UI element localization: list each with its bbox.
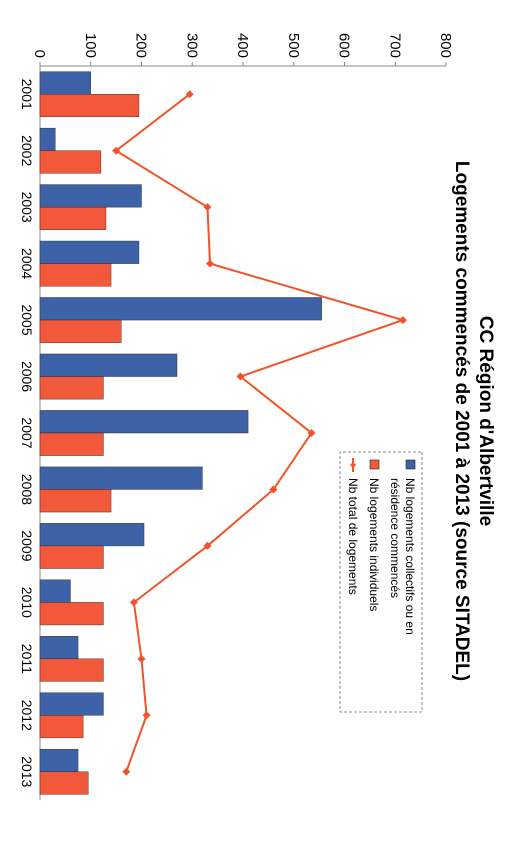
y-tick-label: 800: [437, 33, 454, 58]
y-tick-label: 100: [82, 33, 99, 58]
total-point: [206, 259, 215, 268]
total-point: [398, 316, 407, 325]
y-tick-label: 700: [386, 33, 403, 58]
x-tick-label: 2003: [19, 192, 35, 223]
bar-collectifs: [39, 692, 104, 716]
total-point: [137, 654, 146, 663]
bar-individuels: [39, 715, 84, 739]
x-tick-label: 2012: [19, 700, 35, 731]
total-point: [142, 711, 151, 720]
legend-swatch: [369, 459, 380, 470]
y-tick-label: 400: [234, 33, 251, 58]
total-point: [236, 372, 245, 381]
legend-label: Nb logements individuels: [367, 478, 381, 611]
bar-individuels: [39, 94, 140, 118]
y-tick-label: 500: [285, 33, 302, 58]
x-tick-label: 2011: [19, 644, 35, 674]
legend-marker: [350, 462, 356, 468]
y-tick-label: 600: [336, 33, 353, 58]
bar-individuels: [39, 602, 104, 626]
bar-collectifs: [39, 636, 79, 660]
bar-individuels: [39, 319, 122, 343]
x-tick-label: 2005: [19, 304, 35, 335]
x-tick-label: 2013: [19, 756, 35, 787]
bar-individuels: [39, 263, 112, 287]
bar-collectifs: [39, 579, 71, 603]
y-tick-label: 200: [133, 33, 150, 58]
x-tick-label: 2004: [19, 248, 35, 279]
bar-individuels: [39, 206, 107, 230]
total-point: [269, 485, 278, 494]
x-tick-label: 2008: [19, 474, 35, 505]
legend-swatch: [405, 459, 416, 470]
total-point: [203, 203, 212, 212]
x-tick-label: 2010: [19, 587, 35, 618]
total-point: [203, 541, 212, 550]
total-point: [185, 90, 194, 99]
x-tick-label: 2001: [19, 79, 35, 110]
x-tick-label: 2002: [19, 135, 35, 166]
x-tick-label: 2007: [19, 417, 35, 448]
bar-individuels: [39, 150, 102, 174]
total-point: [129, 598, 138, 607]
bar-collectifs: [39, 71, 91, 95]
bar-collectifs: [39, 297, 322, 321]
bar-individuels: [39, 432, 104, 456]
total-point: [122, 767, 131, 776]
bar-collectifs: [39, 240, 140, 264]
total-point: [307, 429, 316, 437]
plot-area: 0 100 200 300 400 500 600 700 800 2001 2002 2003 200…: [19, 33, 454, 800]
bar-individuels: [39, 658, 104, 682]
legend-label: Nb logements collectifs ou en: [403, 478, 417, 635]
bar-collectifs: [39, 410, 249, 434]
chart-subtitle: Logements commencés de 2001 à 2013 (sour…: [451, 161, 472, 681]
y-tick-label: 0: [31, 50, 48, 58]
bar-collectifs: [39, 353, 178, 377]
y-tick-label: 300: [183, 33, 200, 58]
bar-individuels: [39, 771, 89, 795]
bar-collectifs: [39, 127, 56, 151]
bar-individuels: [39, 376, 104, 400]
x-tick-label: 2009: [19, 530, 35, 561]
bar-individuels: [39, 545, 104, 569]
bar-collectifs: [39, 184, 142, 208]
chart-title: CC Région d'Albertville: [475, 316, 496, 526]
legend-label: résidence commencés: [388, 478, 402, 598]
bar-collectifs: [39, 748, 79, 772]
bar-collectifs: [39, 523, 145, 547]
bar-individuels: [39, 489, 112, 513]
bar-collectifs: [39, 466, 203, 490]
legend-label: Nb total de logements: [346, 478, 360, 595]
total-point: [112, 146, 121, 155]
x-tick-label: 2006: [19, 361, 35, 392]
legend-box: [339, 451, 423, 713]
